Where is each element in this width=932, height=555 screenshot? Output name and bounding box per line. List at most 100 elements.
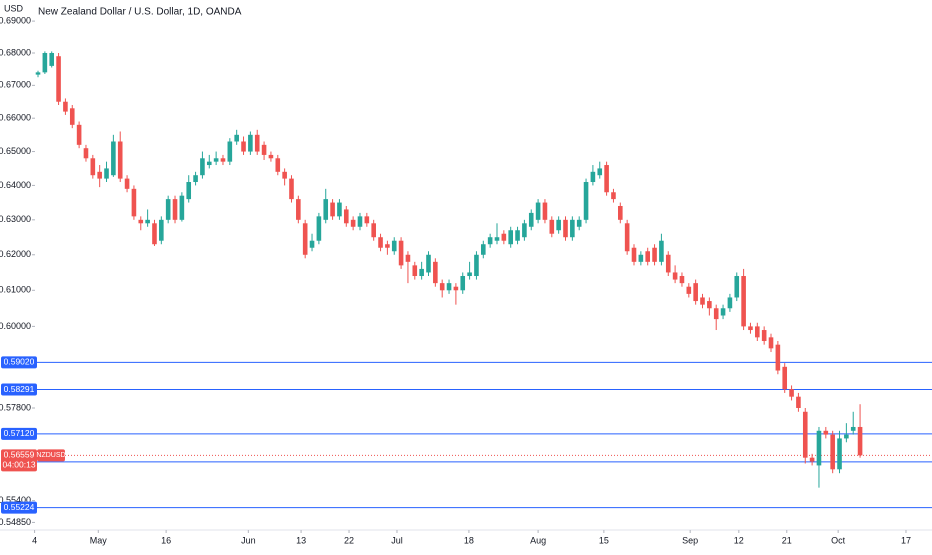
candle-body (693, 283, 698, 302)
candle-body (56, 56, 61, 102)
candle-body (734, 276, 740, 298)
y-tick-label: 0.64000 (0, 180, 31, 190)
y-tick-label: 0.54850 (0, 517, 31, 527)
candle-body (823, 430, 829, 435)
x-tick-label: Jun (241, 535, 256, 545)
level-label: 0.59020 (4, 357, 35, 367)
candle-body (809, 457, 815, 462)
candle-body (234, 134, 239, 142)
candle-body (165, 199, 171, 220)
level-label: 0.57120 (4, 428, 35, 438)
candle-body (145, 219, 150, 224)
candle-body (275, 158, 281, 172)
candle-body (583, 182, 589, 220)
candle-body (789, 389, 794, 397)
level-badge (1, 383, 37, 396)
level-badge (1, 356, 37, 369)
x-tick-label: Oct (831, 535, 846, 545)
candle-body (686, 286, 692, 294)
candle-body (49, 52, 55, 66)
y-tick-label: 0.66000 (0, 113, 31, 123)
candle-body (611, 192, 616, 200)
candle-body (624, 223, 630, 252)
y-tick-label: 0.65000 (0, 146, 31, 156)
candle-body (515, 230, 520, 241)
candle-body (508, 230, 513, 245)
candle-body (844, 434, 849, 439)
candle-body (741, 276, 746, 327)
candle-body (576, 219, 582, 227)
candle-body (631, 247, 637, 262)
level-label: 0.55224 (4, 502, 35, 512)
candle-body (42, 52, 48, 73)
candle-body (248, 134, 253, 152)
candle-body (323, 199, 329, 220)
candle-body (720, 308, 726, 316)
y-tick-label: 0.68000 (0, 47, 31, 57)
x-tick-label: 4 (32, 535, 37, 545)
candle-body (480, 244, 486, 255)
candle-body (330, 202, 335, 217)
candle-body (768, 337, 774, 349)
candle-body (254, 134, 260, 152)
candle-body (83, 148, 89, 159)
candle-body (131, 188, 137, 217)
candle-body (391, 240, 397, 252)
candle-body (63, 101, 68, 112)
candle-body (172, 199, 178, 220)
candle-body (857, 426, 863, 456)
candle-body (837, 438, 842, 470)
candle-body (439, 283, 445, 291)
candle-body (460, 276, 466, 291)
candle-body (186, 182, 192, 200)
candle-body (289, 178, 294, 200)
candle-body (200, 158, 205, 176)
candle-body (159, 219, 164, 241)
candle-body (179, 195, 185, 220)
candle-body (549, 219, 555, 234)
candle-body (665, 254, 671, 273)
candle-body (816, 430, 822, 466)
candle-body (412, 265, 418, 277)
candle-body (830, 434, 835, 470)
price-label: 0.56559 (4, 450, 35, 460)
candle-body (501, 233, 507, 241)
candle-body (104, 168, 109, 179)
candle-body (542, 202, 548, 220)
price-badge (1, 449, 37, 472)
candle-body (755, 326, 760, 338)
level-label: 0.58291 (4, 384, 35, 394)
candle-body (378, 237, 383, 248)
candle-body (700, 297, 705, 305)
level-badge (1, 501, 37, 514)
y-tick-label: 0.57800 (0, 402, 31, 412)
candle-body (713, 308, 719, 320)
candle-body (398, 240, 404, 266)
candle-body (494, 237, 500, 241)
candle-body (487, 237, 493, 245)
symbol-badge (37, 449, 65, 462)
candle-body (261, 144, 267, 155)
y-tick-label: 0.69000 (0, 15, 31, 25)
candle-body (604, 165, 609, 193)
candle-body (296, 199, 301, 220)
candle-body (433, 261, 438, 284)
candle-body (590, 171, 596, 183)
x-tick-label: Jul (391, 535, 403, 545)
y-tick-label: 0.55400 (0, 495, 31, 505)
y-tick-label: 0.61000 (0, 285, 31, 295)
y-unit: USD (4, 3, 24, 13)
candle-body (467, 272, 472, 277)
y-tick-label: 0.62000 (0, 249, 31, 259)
candle-body (213, 158, 219, 162)
candle-body (227, 141, 233, 162)
candle-body (241, 141, 246, 152)
candle-body (474, 254, 479, 277)
candle-body (796, 396, 801, 408)
candle-body (775, 344, 781, 371)
chart-title: New Zealand Dollar / U.S. Dollar, 1D, OA… (38, 7, 242, 18)
candle-body (850, 426, 856, 431)
x-tick-label: 13 (296, 535, 306, 545)
candle-body (652, 247, 657, 262)
candle-body (35, 72, 41, 75)
